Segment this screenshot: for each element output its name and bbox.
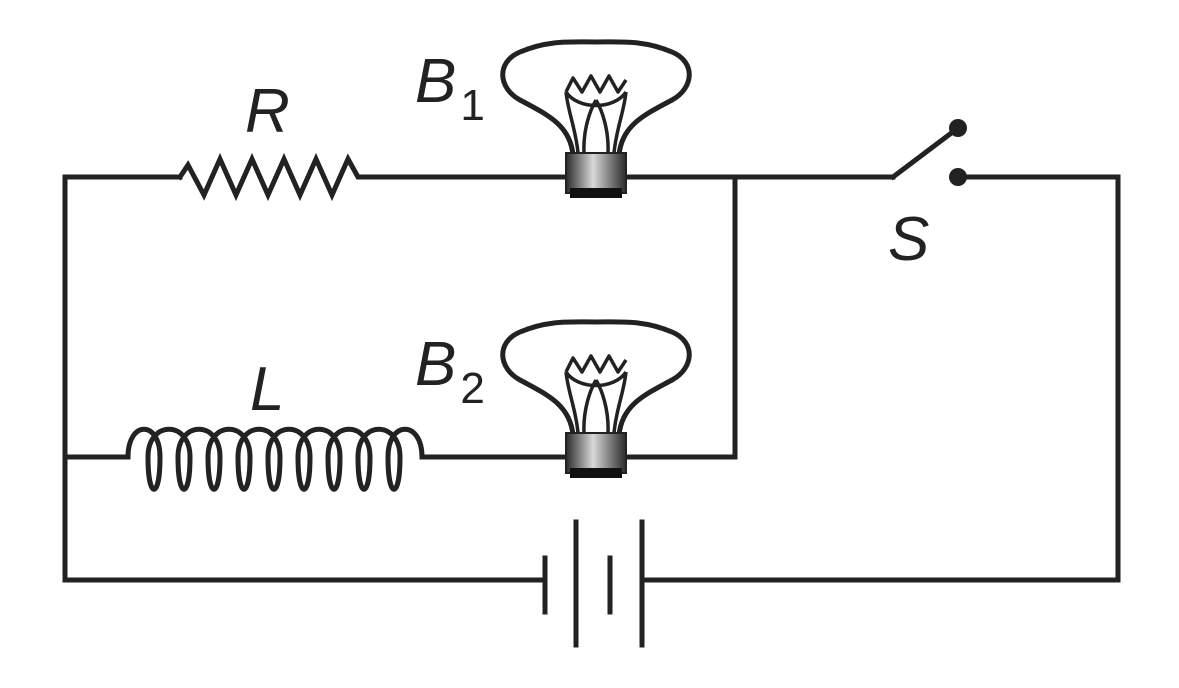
bulb-b1-glass [500, 39, 692, 158]
inductor-coil [125, 426, 425, 492]
switch-blade [889, 124, 962, 181]
switch [889, 119, 967, 186]
bulb-b1-base [565, 152, 627, 194]
bulb-b2-base-bottom [570, 468, 622, 478]
switch-label: S [888, 205, 929, 274]
inductor [125, 426, 425, 492]
resistor-zigzag [176, 152, 368, 202]
bulb-b2-base [565, 432, 627, 474]
bulb-b2-filament [564, 354, 628, 434]
resistor-label: R [245, 77, 290, 146]
battery [542, 519, 645, 648]
wires [62, 174, 1121, 583]
bulb-b1-filament [564, 74, 628, 154]
bulb-b1-label: B1 [415, 47, 485, 130]
bulb-b2 [500, 319, 692, 478]
inductor-label: L [250, 355, 284, 424]
bulb-b2-glass [500, 319, 692, 438]
resistor [176, 152, 368, 202]
bulb-b1-base-bottom [570, 188, 622, 198]
bulb-b1 [500, 39, 692, 198]
switch-fixed-contact [949, 168, 967, 186]
switch-pivot-contact [949, 119, 967, 137]
bulb-b2-label: B2 [415, 330, 485, 413]
